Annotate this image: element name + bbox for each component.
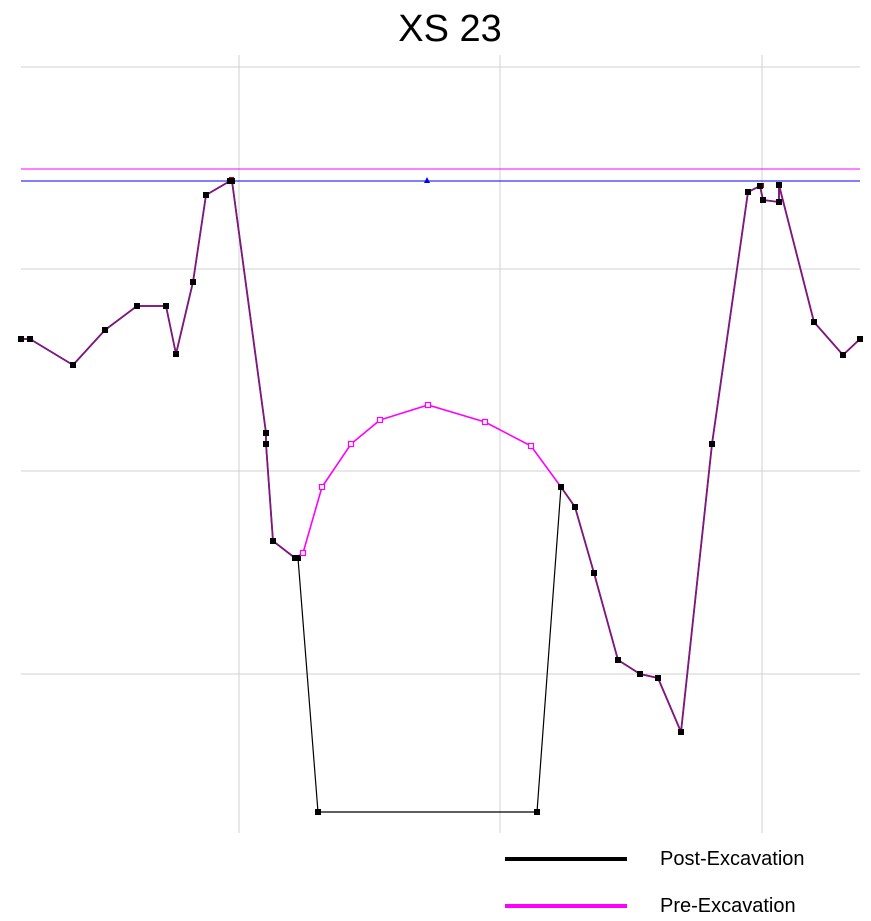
pre-point-19 xyxy=(424,401,432,409)
legend-item-pre-excavation: Pre-Excavation xyxy=(505,891,865,921)
shared-segment-7 xyxy=(192,194,207,283)
post-point-15 xyxy=(295,555,301,561)
shared-segment-24 xyxy=(593,572,619,661)
shared-segment-8 xyxy=(205,180,231,196)
legend-item-post-excavation: Post-Excavation xyxy=(505,844,865,874)
series-line-1 xyxy=(21,180,861,736)
shared-segment-29 xyxy=(711,191,749,445)
series-line-0 xyxy=(21,180,861,813)
shared-segment-6 xyxy=(175,281,194,355)
shared-segment-35 xyxy=(813,321,844,356)
post-point-6 xyxy=(173,351,179,357)
post-point-10 xyxy=(229,178,235,184)
pre-point-21 xyxy=(527,442,535,450)
shared-segment-28 xyxy=(680,443,713,733)
post-point-16 xyxy=(315,809,321,815)
post-point-25 xyxy=(709,441,715,447)
post-point-12 xyxy=(263,441,269,447)
shared-segment-2 xyxy=(72,329,106,366)
pre-point-16 xyxy=(318,483,326,491)
post-point-33 xyxy=(857,336,863,342)
post-point-29 xyxy=(776,199,782,205)
post-point-30 xyxy=(776,182,782,188)
post-point-5 xyxy=(163,303,169,309)
post-point-8 xyxy=(203,192,209,198)
post-point-18 xyxy=(558,484,564,490)
shared-segment-1 xyxy=(29,338,74,366)
legend-swatch-pre-excavation xyxy=(505,904,627,908)
shared-segment-27 xyxy=(657,677,682,733)
post-point-21 xyxy=(615,657,621,663)
post-point-3 xyxy=(102,327,108,333)
post-point-4 xyxy=(134,303,140,309)
pre-point-18 xyxy=(376,416,384,424)
post-point-11 xyxy=(263,430,269,436)
legend-swatch-post-excavation xyxy=(505,857,627,861)
post-point-27 xyxy=(757,183,763,189)
pre-point-15 xyxy=(299,549,307,557)
post-point-23 xyxy=(655,675,661,681)
post-point-1 xyxy=(27,336,33,342)
post-point-2 xyxy=(70,362,76,368)
legend-label-pre-excavation: Pre-Excavation xyxy=(660,895,796,917)
shared-segment-34 xyxy=(778,184,815,323)
post-point-32 xyxy=(840,352,846,358)
shared-segment-13 xyxy=(272,540,296,559)
post-point-28 xyxy=(760,197,766,203)
post-point-31 xyxy=(811,319,817,325)
pre-point-17 xyxy=(347,440,355,448)
shared-segment-23 xyxy=(574,506,595,574)
post-point-24 xyxy=(678,729,684,735)
post-point-0 xyxy=(18,336,24,342)
shared-segment-5 xyxy=(165,305,177,355)
chart-title: XS 23 xyxy=(398,8,502,50)
post-point-19 xyxy=(572,504,578,510)
shared-segment-12 xyxy=(265,443,274,542)
shared-segment-25 xyxy=(617,659,641,675)
reference-marker-center xyxy=(424,177,430,183)
post-point-7 xyxy=(190,279,196,285)
shared-segment-10 xyxy=(231,180,267,434)
post-point-17 xyxy=(534,809,540,815)
pre-point-20 xyxy=(481,418,489,426)
post-point-13 xyxy=(270,538,276,544)
post-point-20 xyxy=(591,570,597,576)
shared-segment-3 xyxy=(104,305,138,331)
legend-label-post-excavation: Post-Excavation xyxy=(660,848,805,870)
shared-segment-22 xyxy=(560,486,576,508)
post-point-26 xyxy=(745,189,751,195)
post-point-22 xyxy=(637,671,643,677)
